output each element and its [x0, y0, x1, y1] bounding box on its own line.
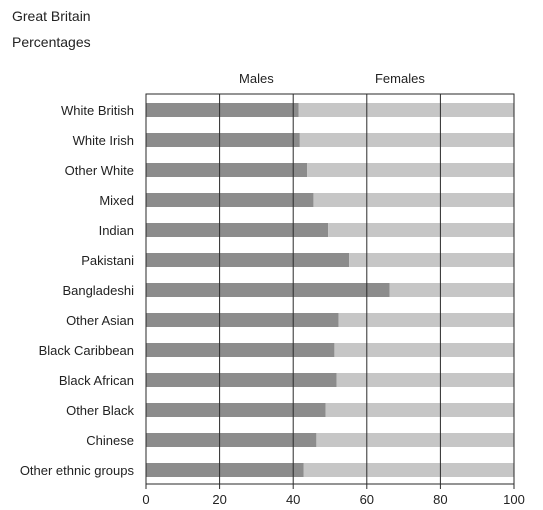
category-label: Mixed: [99, 193, 134, 208]
bar-females-pakistani: [349, 253, 514, 267]
category-label: Chinese: [86, 433, 134, 448]
bar-females-white-irish: [299, 133, 514, 147]
bar-males-black-caribbean: [146, 343, 335, 357]
bar-females-black-caribbean: [334, 343, 514, 357]
bar-males-other-black: [146, 403, 326, 417]
bar-males-mixed: [146, 193, 314, 207]
bar-males-white-british: [146, 103, 299, 117]
legend-females: Females: [375, 71, 425, 86]
bar-females-indian: [328, 223, 514, 237]
bar-males-pakistani: [146, 253, 350, 267]
bar-females-other-black: [325, 403, 514, 417]
category-label: Other White: [65, 163, 134, 178]
bar-females-chinese: [316, 433, 514, 447]
x-tick-label: 20: [212, 492, 226, 507]
x-tick-label: 80: [433, 492, 447, 507]
bar-females-bangladeshi: [389, 283, 514, 297]
category-label: Indian: [99, 223, 134, 238]
chart-header-unit: Percentages: [12, 34, 91, 50]
x-tick-label: 40: [286, 492, 300, 507]
category-label: Black African: [59, 373, 134, 388]
category-label: Bangladeshi: [62, 283, 134, 298]
category-label: Other Asian: [66, 313, 134, 328]
bar-males-other-white: [146, 163, 308, 177]
bar-males-other-asian: [146, 313, 339, 327]
chart-header-region: Great Britain: [12, 8, 91, 24]
bar-males-black-african: [146, 373, 337, 387]
category-label: White British: [61, 103, 134, 118]
bar-females-black-african: [336, 373, 514, 387]
bar-males-indian: [146, 223, 329, 237]
bar-females-mixed: [313, 193, 514, 207]
bar-females-white-british: [298, 103, 514, 117]
category-label: Other Black: [66, 403, 134, 418]
plot-area: White British White Irish Other White Mixed…: [20, 71, 525, 507]
x-tick-label: 0: [142, 492, 149, 507]
bar-males-chinese: [146, 433, 317, 447]
category-label: Black Caribbean: [39, 343, 134, 358]
bar-females-other-ethnic-groups: [303, 463, 514, 477]
category-label: White Irish: [73, 133, 134, 148]
bar-males-bangladeshi: [146, 283, 390, 297]
legend-males: Males: [239, 71, 274, 86]
category-label: Other ethnic groups: [20, 463, 135, 478]
bar-males-white-irish: [146, 133, 300, 147]
bar-females-other-asian: [338, 313, 514, 327]
x-tick-label: 100: [503, 492, 525, 507]
bar-females-other-white: [307, 163, 514, 177]
plot-frame: [145, 93, 515, 485]
x-tick-label: 60: [360, 492, 374, 507]
category-label: Pakistani: [81, 253, 134, 268]
bar-males-other-ethnic-groups: [146, 463, 304, 477]
